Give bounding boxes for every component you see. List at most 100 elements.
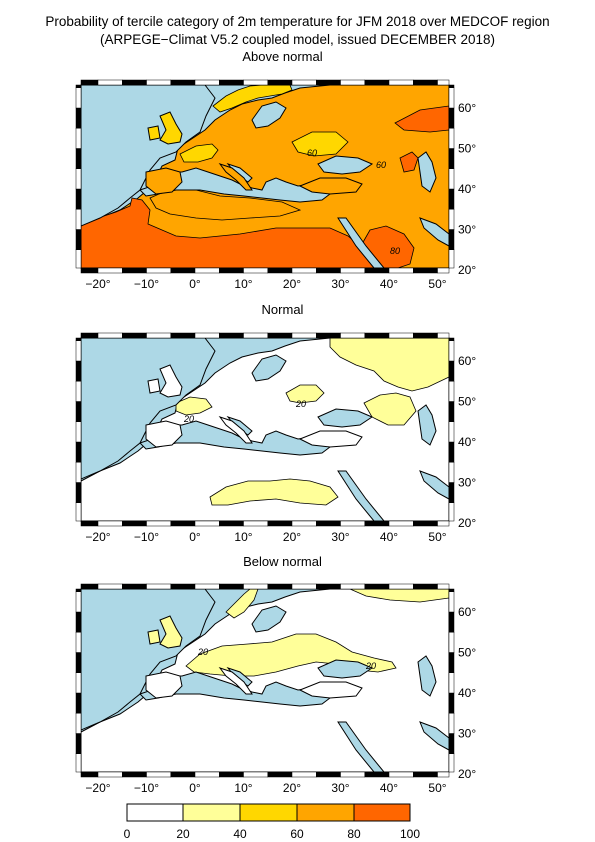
frame-tick-bar bbox=[364, 79, 390, 86]
lon-tick-label: −10° bbox=[134, 530, 159, 544]
sea-mediterranean bbox=[139, 671, 331, 707]
frame-tick-bar bbox=[75, 188, 82, 210]
frame-tick-bar bbox=[267, 583, 293, 590]
frame-tick-bar bbox=[413, 771, 438, 778]
frame-tick-bar bbox=[388, 79, 414, 86]
frame-tick-bar bbox=[80, 79, 99, 86]
colorbar-tick: 80 bbox=[347, 827, 361, 841]
frame-ticks bbox=[75, 332, 455, 527]
frame-tick-bar bbox=[194, 583, 220, 590]
frame-tick-bar bbox=[122, 79, 147, 86]
frame-tick-bar bbox=[75, 87, 82, 109]
frame-tick-bar bbox=[80, 520, 99, 527]
sea-north-atlantic bbox=[81, 338, 216, 480]
land-great-britain bbox=[159, 364, 183, 398]
figure-title: Probability of tercile category of 2m te… bbox=[45, 14, 550, 29]
sea-red-sea bbox=[337, 470, 385, 521]
frame-tick-bar bbox=[219, 267, 244, 274]
frame-tick-bar bbox=[170, 79, 196, 86]
frame-tick-bar bbox=[122, 583, 147, 590]
frame-tick-bar bbox=[75, 381, 82, 402]
lon-tick-label: −10° bbox=[134, 277, 159, 291]
land-great-britain bbox=[159, 615, 183, 649]
lon-tick-label: 0° bbox=[189, 781, 201, 795]
frame-tick-bar bbox=[75, 84, 82, 88]
land-europe-africa bbox=[81, 338, 449, 521]
lon-tick-label: 50° bbox=[428, 530, 446, 544]
frame-tick-bar bbox=[388, 771, 414, 778]
frame-tick-bar bbox=[146, 79, 171, 86]
frame-tick-bar bbox=[340, 332, 365, 339]
frame-tick-bar bbox=[170, 583, 196, 590]
contour-label: 60 bbox=[307, 148, 317, 158]
frame-tick-bar bbox=[97, 267, 123, 274]
land-anatolia bbox=[298, 681, 363, 699]
land-europe-africa bbox=[81, 589, 449, 772]
frame-tick-bar bbox=[243, 267, 268, 274]
lon-tick-label: 10° bbox=[234, 530, 252, 544]
panel-title-above-normal: Above normal bbox=[242, 49, 323, 64]
colorbar-swatch-0-20 bbox=[126, 803, 184, 822]
figure-subtitle: (ARPEGE−Climat V5.2 coupled model, issue… bbox=[99, 32, 496, 47]
sea-mediterranean bbox=[139, 420, 331, 456]
frame-tick-bar bbox=[75, 482, 82, 503]
frame-tick-bar bbox=[80, 771, 99, 778]
frame-tick-bar bbox=[448, 249, 455, 269]
frame-tick-bar bbox=[75, 128, 82, 149]
frame-tick-bar bbox=[448, 337, 455, 341]
frame-tick-bar bbox=[448, 340, 455, 362]
lat-tick-label: 20° bbox=[458, 767, 476, 781]
lat-tick-label: 20° bbox=[458, 263, 476, 277]
frame-tick-bar bbox=[75, 209, 82, 230]
frame-tick-bar bbox=[364, 583, 390, 590]
frame-tick-bar bbox=[267, 520, 293, 527]
frame-tick-bar bbox=[97, 79, 123, 86]
frame-tick-bar bbox=[243, 520, 268, 527]
frame-tick-bar bbox=[364, 520, 390, 527]
frame-tick-bar bbox=[448, 148, 455, 169]
colorbar-swatch-40-60 bbox=[239, 803, 298, 822]
frame-tick-bar bbox=[340, 520, 365, 527]
colorbar: 0 20 40 60 80 100 bbox=[124, 803, 420, 841]
contour-20-40-scandinavia bbox=[225, 589, 259, 619]
frame-tick-bar bbox=[437, 267, 450, 274]
contour-80-100-east-sea bbox=[399, 151, 419, 173]
land-iberia bbox=[145, 167, 183, 195]
frame-tick-bar bbox=[75, 692, 82, 714]
frame-tick-bar bbox=[340, 583, 365, 590]
frame-tick-bar bbox=[75, 441, 82, 463]
frame-tick-bar bbox=[75, 591, 82, 613]
frame-tick-bar bbox=[316, 771, 341, 778]
frame-tick-bar bbox=[243, 583, 268, 590]
frame-tick-bar bbox=[448, 401, 455, 422]
land-italy bbox=[218, 416, 253, 444]
lon-tick-label: −20° bbox=[85, 530, 110, 544]
land-italy bbox=[218, 667, 253, 695]
frame-tick-bar bbox=[170, 267, 196, 274]
contour-label: 20 bbox=[183, 414, 194, 424]
frame-tick-bar bbox=[267, 332, 293, 339]
frame-tick-bar bbox=[364, 267, 390, 274]
land-italy bbox=[218, 163, 253, 191]
lat-tick-label: 50° bbox=[458, 142, 476, 156]
frame-tick-bar bbox=[388, 520, 414, 527]
contour-20-40-ukraine bbox=[285, 384, 325, 404]
frame-tick-bar bbox=[75, 401, 82, 422]
frame-tick-bar bbox=[122, 520, 147, 527]
contour-40-60-ukraine bbox=[291, 131, 349, 157]
frame-tick-bar bbox=[340, 771, 365, 778]
sea-persian-gulf bbox=[419, 470, 449, 500]
frame-tick-bar bbox=[97, 332, 123, 339]
land-great-britain bbox=[159, 111, 183, 145]
colorbar-swatch-60-80 bbox=[296, 803, 355, 822]
frame-tick-bar bbox=[437, 771, 450, 778]
frame-tick-bar bbox=[75, 462, 82, 483]
sea-caspian bbox=[417, 404, 437, 446]
lat-tick-label: 50° bbox=[458, 646, 476, 660]
frame-tick-bar bbox=[448, 462, 455, 483]
contour-60-80-north-africa bbox=[149, 189, 302, 221]
contour-40-60-france bbox=[179, 143, 219, 163]
frame-tick-bar bbox=[316, 332, 341, 339]
frame-tick-bar bbox=[80, 267, 99, 274]
frame-tick-bar bbox=[413, 583, 438, 590]
